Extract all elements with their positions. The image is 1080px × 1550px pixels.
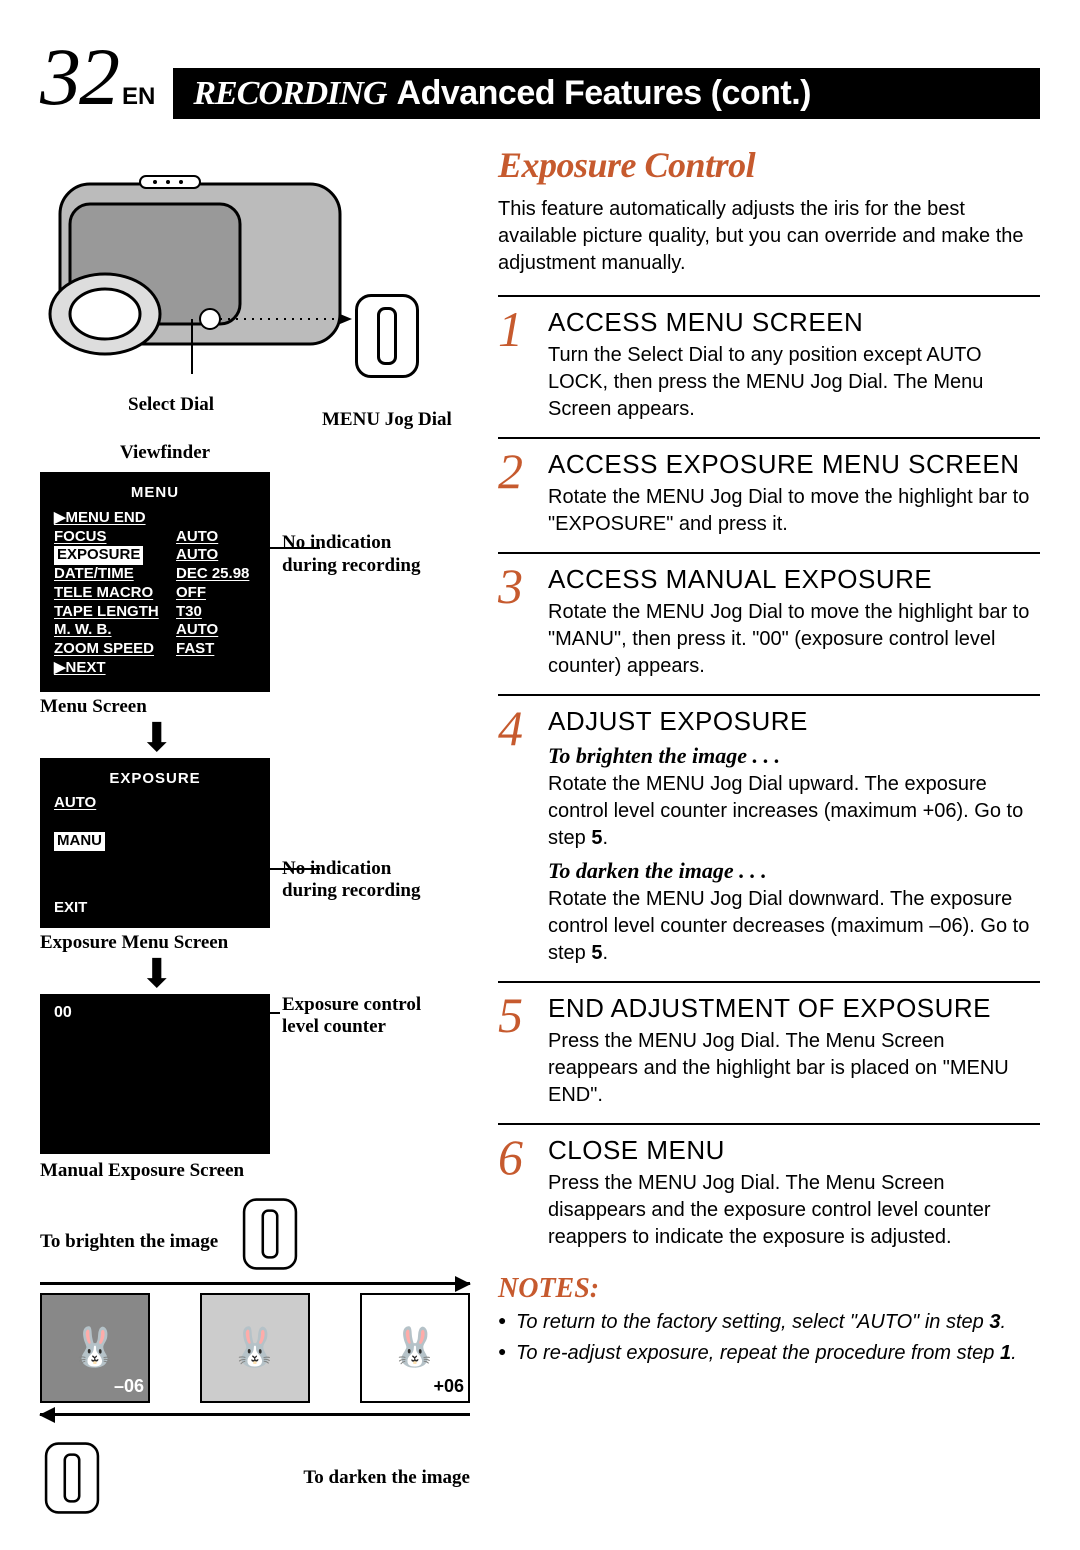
step-text: Rotate the MENU Jog Dial to move the hig… — [548, 599, 1040, 680]
step-1: 1 ACCESS MENU SCREEN Turn the Select Dial … — [498, 295, 1040, 437]
step-text: Press the MENU Jog Dial. The Menu Screen… — [548, 1170, 1040, 1251]
exposure-manu: MANU — [54, 832, 105, 851]
brighten-label: To brighten the image — [40, 1231, 218, 1253]
notes-list: To return to the factory setting, select… — [498, 1309, 1040, 1367]
step-text: Rotate the MENU Jog Dial to move the hig… — [548, 484, 1040, 538]
step-heading: CLOSE MENU — [548, 1135, 1040, 1166]
header-bar: RECORDING Advanced Features (cont.) — [173, 68, 1040, 119]
page-lang: EN — [122, 83, 155, 111]
step-heading: ACCESS MENU SCREEN — [548, 307, 1040, 338]
step-number: 5 — [498, 993, 538, 1109]
menu-title: MENU — [54, 484, 256, 503]
exposure-title: EXPOSURE — [54, 770, 256, 789]
select-dial-label: Select Dial — [128, 394, 214, 416]
step-text: Press the MENU Jog Dial. The Menu Screen… — [548, 1028, 1040, 1109]
camera-diagram: Select Dial MENU Jog Dial — [40, 144, 470, 414]
menu-jog-label: MENU Jog Dial — [322, 409, 452, 431]
step-heading: ACCESS EXPOSURE MENU SCREEN — [548, 449, 1040, 480]
exposure-menu-wrap: EXPOSURE AUTO MANU EXIT Exposure Menu Sc… — [40, 758, 470, 954]
manual-exposure-caption: Manual Exposure Screen — [40, 1160, 470, 1182]
step-number: 3 — [498, 564, 538, 680]
step-heading: END ADJUSTMENT OF EXPOSURE — [548, 993, 1040, 1024]
notes-heading: NOTES: — [498, 1273, 1040, 1305]
bunny-light: 🐰+06 — [360, 1293, 470, 1403]
no-indication-note-1: No indication during recording — [282, 532, 432, 578]
right-column: Exposure Control This feature automatica… — [498, 144, 1040, 1520]
menu-screen-wrap: MENU ▶MENU ENDFOCUSAUTOEXPOSUREAUTODATE/… — [40, 472, 470, 718]
jog-dial-icon — [355, 294, 419, 383]
step-4: 4 ADJUST EXPOSURE To brighten the image . … — [498, 694, 1040, 981]
note-item: To return to the factory setting, select… — [498, 1309, 1040, 1336]
jog-dial-icon-up — [243, 1198, 297, 1269]
left-column: Select Dial MENU Jog Dial Viewfinder MEN… — [40, 144, 470, 1520]
brightness-row: 🐰–06 🐰 🐰+06 — [40, 1293, 470, 1403]
bunny-mid: 🐰 — [200, 1293, 310, 1403]
step-3: 3 ACCESS MANUAL EXPOSURE Rotate the MENU J… — [498, 552, 1040, 694]
step-number: 2 — [498, 449, 538, 538]
page-header: 32 EN RECORDING Advanced Features (cont.… — [40, 30, 1040, 124]
header-section: RECORDING — [193, 75, 386, 113]
exposure-value: 00 — [54, 1004, 72, 1022]
step-heading: ADJUST EXPOSURE — [548, 706, 1040, 737]
exposure-exit: EXIT — [54, 899, 87, 918]
step-number: 6 — [498, 1135, 538, 1251]
jog-dial-icon-down — [45, 1442, 99, 1513]
menu-screen-caption: Menu Screen — [40, 696, 270, 718]
step-number: 1 — [498, 307, 538, 423]
step-text: Rotate the MENU Jog Dial upward. The exp… — [548, 771, 1040, 852]
exposure-auto: AUTO — [54, 794, 256, 813]
arrow-down-icon-2: ⬇ — [140, 958, 470, 990]
note-item: To re-adjust exposure, repeat the proced… — [498, 1340, 1040, 1367]
step-6: 6 CLOSE MENU Press the MENU Jog Dial. The … — [498, 1123, 1040, 1265]
section-title: Exposure Control — [498, 144, 1040, 186]
manual-exposure-screen: 00 — [40, 994, 270, 1154]
page-number: 32 — [40, 30, 118, 124]
exposure-menu-caption: Exposure Menu Screen — [40, 932, 270, 954]
exposure-menu-screen: EXPOSURE AUTO MANU EXIT — [40, 758, 270, 928]
darken-label: To darken the image — [303, 1467, 470, 1489]
step-5: 5 END ADJUSTMENT OF EXPOSURE Press the MEN… — [498, 981, 1040, 1123]
camera-illustration — [40, 144, 400, 374]
manual-exposure-wrap: 00 Exposure control level counter — [40, 994, 470, 1154]
darken-row: To darken the image — [40, 1436, 470, 1520]
step-2: 2 ACCESS EXPOSURE MENU SCREEN Rotate the M… — [498, 437, 1040, 552]
step-subheading: To darken the image . . . — [548, 858, 1040, 884]
arrow-down-icon: ⬇ — [140, 722, 470, 754]
step-text: Rotate the MENU Jog Dial downward. The e… — [548, 886, 1040, 967]
step-heading: ACCESS MANUAL EXPOSURE — [548, 564, 1040, 595]
viewfinder-label: Viewfinder — [120, 442, 470, 464]
exposure-counter-label: Exposure control level counter — [282, 994, 432, 1040]
bunny-dark: 🐰–06 — [40, 1293, 150, 1403]
step-text: Turn the Select Dial to any position exc… — [548, 342, 1040, 423]
intro-text: This feature automatically adjusts the i… — [498, 196, 1040, 277]
step-number: 4 — [498, 706, 538, 967]
menu-screen: MENU ▶MENU ENDFOCUSAUTOEXPOSUREAUTODATE/… — [40, 472, 270, 692]
header-subtitle: Advanced Features (cont.) — [397, 74, 811, 113]
step-subheading: To brighten the image . . . — [548, 743, 1040, 769]
no-indication-note-2: No indication during recording — [282, 858, 432, 904]
